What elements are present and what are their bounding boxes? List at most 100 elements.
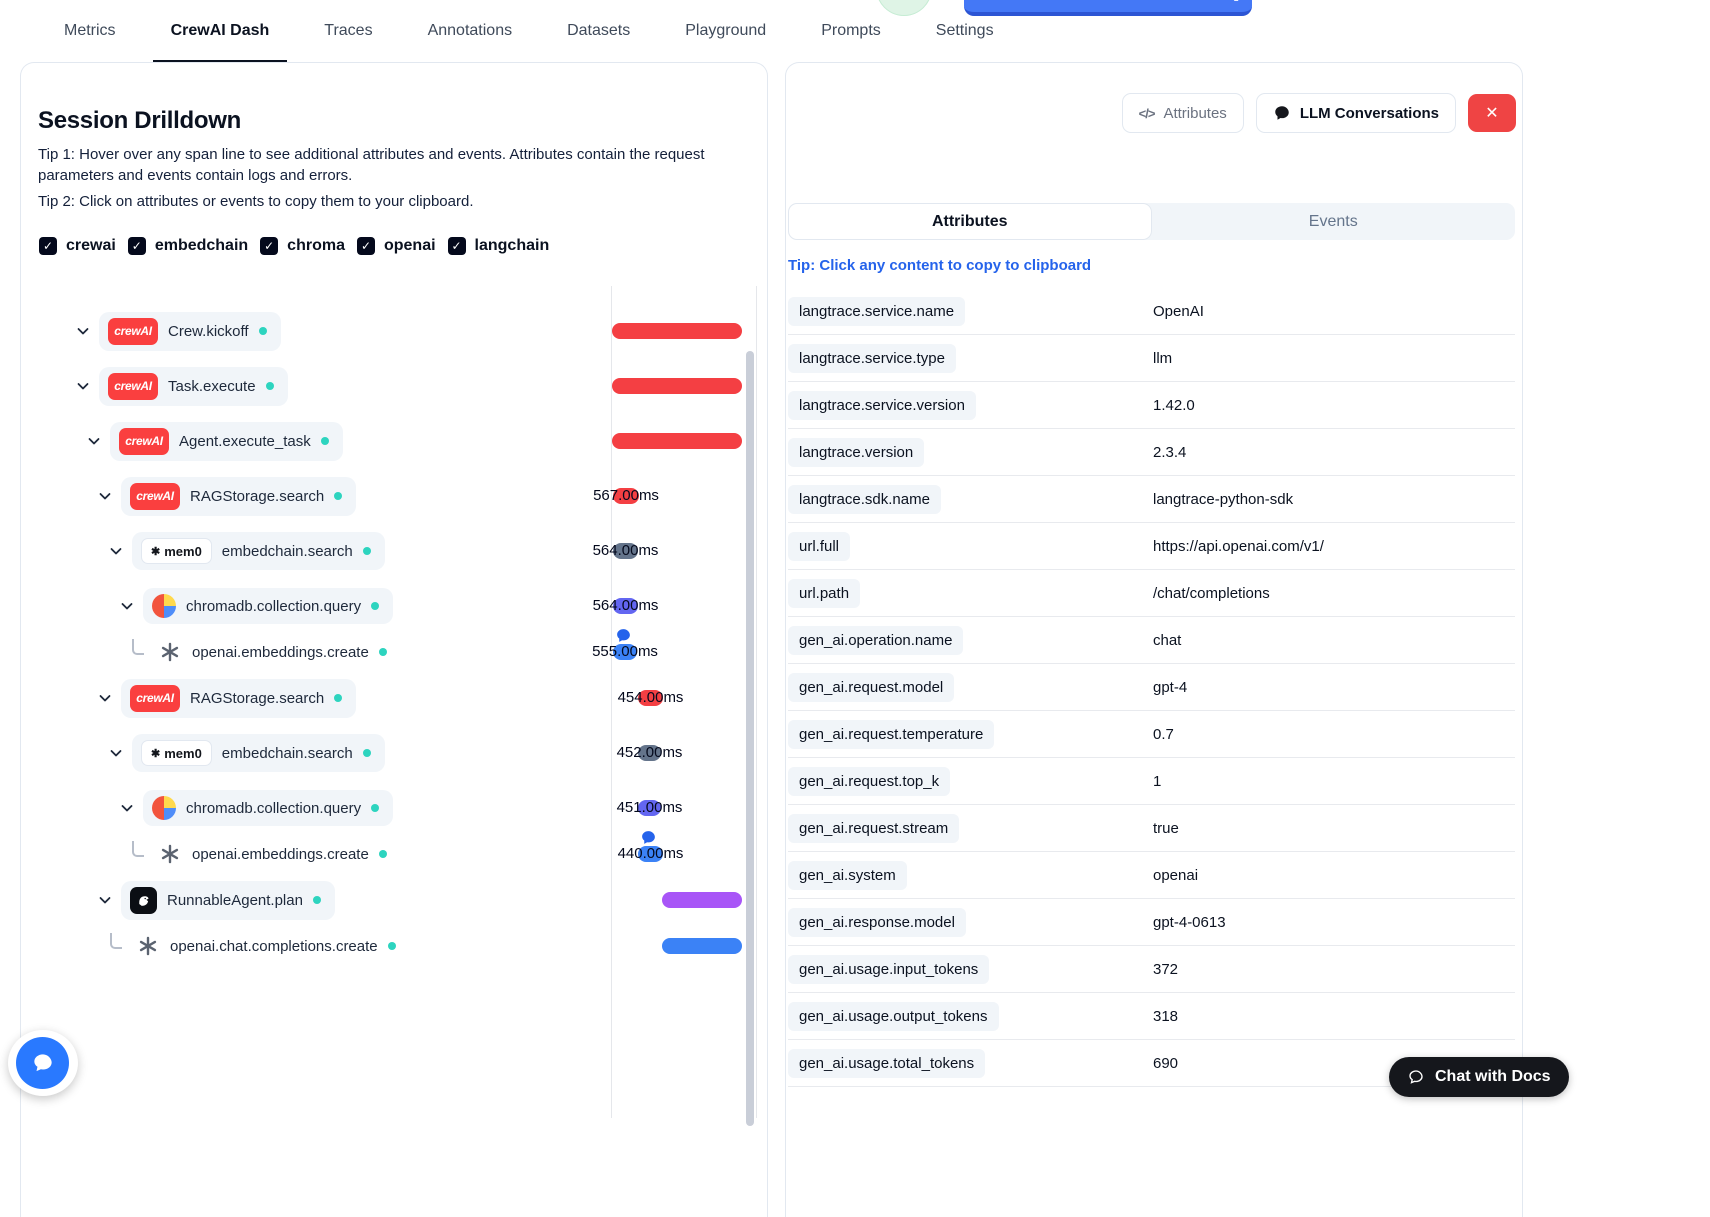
span-pill[interactable]: openai.embeddings.create <box>154 634 401 670</box>
chevron-down-icon[interactable] <box>75 323 91 339</box>
attribute-value[interactable]: openai <box>1153 867 1198 884</box>
chevron-down-icon[interactable] <box>75 378 91 394</box>
attribute-value[interactable]: 1 <box>1153 773 1161 790</box>
chat-with-docs-button[interactable]: Chat with Docs <box>1389 1057 1569 1097</box>
attribute-value[interactable]: llm <box>1153 350 1172 367</box>
span-row[interactable]: crewAITask.execute <box>21 364 768 408</box>
tab-attributes[interactable]: Attributes <box>788 203 1152 240</box>
span-row[interactable]: crewAIRAGStorage.search567.00ms <box>21 474 768 518</box>
span-row[interactable]: ✱mem0embedchain.search564.00ms <box>21 529 768 573</box>
nav-tab-datasets[interactable]: Datasets <box>567 0 630 62</box>
span-pill[interactable]: openai.embeddings.create <box>154 836 401 872</box>
attributes-button-label: Attributes <box>1163 105 1226 122</box>
chat-widget-launcher[interactable] <box>8 1030 78 1096</box>
chevron-down-icon[interactable] <box>97 892 113 908</box>
span-pill[interactable]: crewAIRAGStorage.search <box>121 477 356 516</box>
attribute-value[interactable]: 2.3.4 <box>1153 444 1186 461</box>
span-row[interactable]: crewAIRAGStorage.search454.00ms <box>21 676 768 720</box>
attribute-key[interactable]: langtrace.service.version <box>788 391 976 420</box>
nav-tab-prompts[interactable]: Prompts <box>821 0 881 62</box>
span-pill[interactable]: crewAIAgent.execute_task <box>110 422 343 461</box>
span-pill[interactable]: openai.chat.completions.create <box>132 928 410 964</box>
attribute-value[interactable]: gpt-4-0613 <box>1153 914 1226 931</box>
span-name: embedchain.search <box>222 543 353 560</box>
span-row[interactable]: chromadb.collection.query451.00ms <box>21 786 768 830</box>
span-pill[interactable]: ✱mem0embedchain.search <box>132 532 385 570</box>
nav-tab-annotations[interactable]: Annotations <box>428 0 513 62</box>
attribute-value[interactable]: 690 <box>1153 1055 1178 1072</box>
chevron-down-icon[interactable] <box>97 488 113 504</box>
attribute-key[interactable]: gen_ai.usage.output_tokens <box>788 1002 999 1031</box>
attribute-key[interactable]: gen_ai.request.stream <box>788 814 959 843</box>
close-button[interactable]: ✕ <box>1468 94 1516 132</box>
tab-events[interactable]: Events <box>1152 203 1516 240</box>
chevron-down-icon[interactable] <box>119 800 135 816</box>
llm-conversations-button[interactable]: LLM Conversations <box>1256 93 1456 133</box>
chevron-down-icon[interactable] <box>119 598 135 614</box>
span-row[interactable]: openai.embeddings.create555.00ms <box>21 630 768 674</box>
attribute-key[interactable]: gen_ai.operation.name <box>788 626 963 655</box>
span-pill[interactable]: crewAICrew.kickoff <box>99 312 281 351</box>
attribute-key[interactable]: gen_ai.request.model <box>788 673 954 702</box>
attribute-value[interactable]: langtrace-python-sdk <box>1153 491 1293 508</box>
attribute-value[interactable]: https://api.openai.com/v1/ <box>1153 538 1324 555</box>
nav-tab-playground[interactable]: Playground <box>685 0 766 62</box>
span-row[interactable]: crewAIAgent.execute_task <box>21 419 768 463</box>
scrollbar-thumb[interactable] <box>746 351 754 1126</box>
nav-tab-crewai-dash[interactable]: CrewAI Dash <box>171 0 270 62</box>
span-pill[interactable]: ✱mem0embedchain.search <box>132 734 385 772</box>
attribute-key[interactable]: langtrace.service.name <box>788 297 965 326</box>
attribute-key[interactable]: gen_ai.usage.total_tokens <box>788 1049 985 1078</box>
chat-docs-label: Chat with Docs <box>1435 1068 1551 1086</box>
attribute-key[interactable]: url.full <box>788 532 850 561</box>
attribute-value[interactable]: 0.7 <box>1153 726 1174 743</box>
span-row[interactable]: chromadb.collection.query564.00ms <box>21 584 768 628</box>
openai-logo <box>158 842 182 866</box>
attribute-key[interactable]: url.path <box>788 579 860 608</box>
attribute-value[interactable]: 318 <box>1153 1008 1178 1025</box>
span-name: embedchain.search <box>222 745 353 762</box>
span-name: Crew.kickoff <box>168 323 249 340</box>
promo-button[interactable]: Get more FREE credits for feedback ❯ <box>964 0 1252 16</box>
span-duration-bar[interactable] <box>612 323 742 339</box>
span-pill[interactable]: chromadb.collection.query <box>143 790 393 826</box>
chevron-down-icon[interactable] <box>97 690 113 706</box>
span-duration-bar[interactable] <box>612 378 742 394</box>
attribute-key[interactable]: gen_ai.response.model <box>788 908 966 937</box>
attribute-row: langtrace.service.version 1.42.0 <box>788 382 1515 429</box>
attribute-value[interactable]: 1.42.0 <box>1153 397 1195 414</box>
tree-elbow-icon <box>132 639 144 655</box>
attribute-value[interactable]: /chat/completions <box>1153 585 1270 602</box>
attribute-key[interactable]: langtrace.version <box>788 438 924 467</box>
nav-tab-settings[interactable]: Settings <box>936 0 994 62</box>
attribute-key[interactable]: langtrace.service.type <box>788 344 956 373</box>
attributes-button[interactable]: </> Attributes <box>1122 93 1244 133</box>
span-duration-bar[interactable] <box>662 938 742 954</box>
attribute-key[interactable]: gen_ai.usage.input_tokens <box>788 955 989 984</box>
attribute-key[interactable]: gen_ai.request.top_k <box>788 767 950 796</box>
span-row[interactable]: openai.chat.completions.create <box>21 924 768 968</box>
attribute-key[interactable]: langtrace.sdk.name <box>788 485 941 514</box>
span-pill[interactable]: chromadb.collection.query <box>143 588 393 624</box>
nav-tab-metrics[interactable]: Metrics <box>64 0 116 62</box>
span-pill[interactable]: crewAIRAGStorage.search <box>121 679 356 718</box>
attribute-key[interactable]: gen_ai.request.temperature <box>788 720 994 749</box>
attribute-value[interactable]: gpt-4 <box>1153 679 1187 696</box>
span-row[interactable]: crewAICrew.kickoff <box>21 309 768 353</box>
chevron-down-icon[interactable] <box>108 543 124 559</box>
attribute-value[interactable]: OpenAI <box>1153 303 1204 320</box>
attribute-value[interactable]: 372 <box>1153 961 1178 978</box>
span-row[interactable]: openai.embeddings.create440.00ms <box>21 832 768 876</box>
attribute-key[interactable]: gen_ai.system <box>788 861 907 890</box>
span-row[interactable]: RunnableAgent.plan <box>21 878 768 922</box>
span-pill[interactable]: crewAITask.execute <box>99 367 288 406</box>
span-duration-bar[interactable] <box>612 433 742 449</box>
attribute-value[interactable]: true <box>1153 820 1179 837</box>
span-row[interactable]: ✱mem0embedchain.search452.00ms <box>21 731 768 775</box>
attribute-value[interactable]: chat <box>1153 632 1181 649</box>
span-duration-bar[interactable] <box>662 892 742 908</box>
span-pill[interactable]: RunnableAgent.plan <box>121 881 335 920</box>
chevron-down-icon[interactable] <box>108 745 124 761</box>
nav-tab-traces[interactable]: Traces <box>324 0 372 62</box>
chevron-down-icon[interactable] <box>86 433 102 449</box>
